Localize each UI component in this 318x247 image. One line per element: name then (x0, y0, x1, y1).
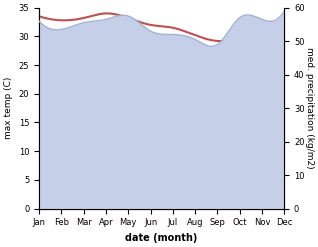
Y-axis label: max temp (C): max temp (C) (4, 77, 13, 139)
Y-axis label: med. precipitation (kg/m2): med. precipitation (kg/m2) (305, 47, 314, 169)
X-axis label: date (month): date (month) (126, 233, 198, 243)
